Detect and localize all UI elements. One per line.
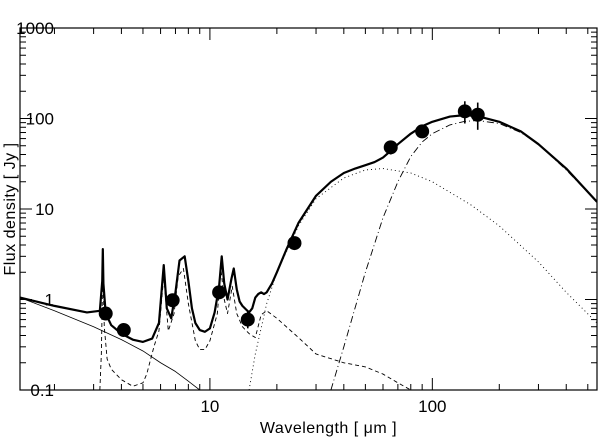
- points-layer: [98, 101, 485, 338]
- series-line-warm-dust: [248, 168, 597, 390]
- labels-layer: 10 100 0.1 1 10 100 1000 Wavelength [ μm ] Flux …: [2, 19, 447, 437]
- data-point: [415, 124, 430, 139]
- x-tick-label: 10: [200, 397, 219, 416]
- data-point: [165, 293, 180, 308]
- x-axis-title: Wavelength [ μm ]: [260, 420, 397, 437]
- data-point: [470, 107, 485, 122]
- y-tick-label: 1: [45, 291, 54, 310]
- y-tick-label: 1000: [16, 19, 54, 38]
- data-point: [457, 104, 472, 119]
- data-point: [383, 140, 398, 155]
- data-point: [98, 306, 113, 321]
- data-point: [287, 236, 302, 251]
- series-line-stellar: [20, 297, 200, 390]
- y-tick-label: 0.1: [30, 381, 54, 400]
- series-layer: [20, 114, 597, 390]
- x-tick-label: 100: [418, 397, 446, 416]
- y-tick-label: 100: [26, 110, 54, 129]
- data-point: [240, 312, 255, 327]
- axes-layer: [19, 27, 598, 391]
- data-point: [212, 285, 227, 300]
- series-line-pah: [99, 268, 411, 390]
- y-axis-title: Flux density [ Jy ]: [2, 142, 19, 275]
- y-tick-label: 10: [35, 200, 54, 219]
- data-point: [116, 323, 131, 338]
